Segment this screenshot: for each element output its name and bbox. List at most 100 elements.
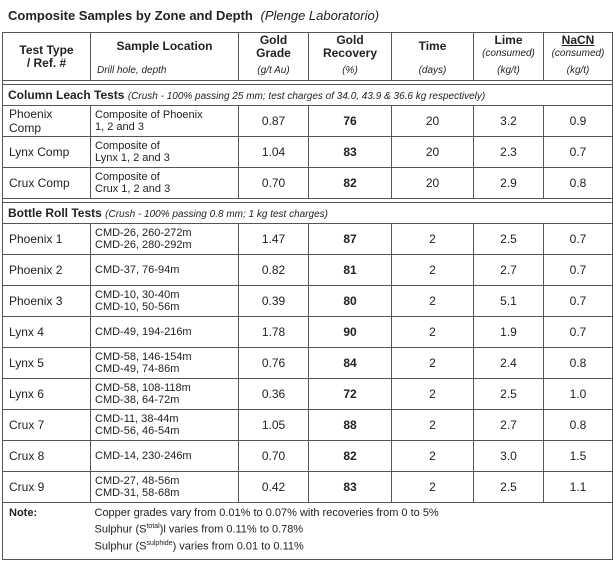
cell-lime: 2.5 [473, 223, 544, 255]
cell-gold-grade: 1.04 [238, 136, 309, 168]
results-table: Test Type / Ref. # Sample Location Gold … [2, 32, 613, 560]
cell-lime: 3.2 [473, 105, 544, 137]
cell-lime: 5.1 [473, 285, 544, 317]
cell-lime: 2.5 [473, 378, 544, 410]
section-crush-note: (Crush - 100% passing 0.8 mm; 1 kg test … [105, 209, 329, 220]
section-header-row: Bottle Roll Tests (Crush - 100% passing … [2, 202, 613, 224]
test-type-line: Lynx 5 [9, 356, 44, 370]
sample-location-line: Lynx 1, 2 and 3 [95, 152, 170, 164]
cell-sample-location: CMD-27, 48-56m CMD-31, 58-68m [90, 471, 239, 503]
cell-gold-grade: 0.82 [238, 254, 309, 286]
cell-nacn: 1.0 [543, 378, 613, 410]
sample-location-line: CMD-56, 46-54m [95, 425, 180, 437]
sample-location-line: CMD-37, 76-94m [95, 264, 180, 276]
table-row: Crux 8 CMD-14, 230-246m 0.70 82 2 3.0 1.5 [2, 440, 613, 472]
cell-sample-location: CMD-49, 194-216m [90, 316, 239, 348]
table-row: Phoenix Comp Composite of Phoenix 1, 2 and … [2, 105, 613, 137]
header-time-unit: (days) [391, 60, 474, 81]
cell-lime: 3.0 [473, 440, 544, 472]
test-type-line: Crux 7 [9, 418, 45, 432]
cell-time: 2 [391, 440, 474, 472]
sample-location-line: CMD-26, 280-292m [95, 239, 192, 251]
cell-sample-location: Composite of Phoenix 1, 2 and 3 [90, 105, 239, 137]
cell-sample-location: CMD-58, 108-118m CMD-38, 64-72m [90, 378, 239, 410]
test-type-line: Crux 9 [9, 480, 45, 494]
cell-sample-location: CMD-11, 38-44m CMD-56, 46-54m [90, 409, 239, 441]
cell-test-type: Crux 9 [2, 471, 91, 503]
section-header: Column Leach Tests (Crush - 100% passing… [2, 84, 613, 106]
cell-sample-location: CMD-10, 30-40m CMD-10, 50-56m [90, 285, 239, 317]
sample-location-line: CMD-31, 58-68m [95, 487, 180, 499]
header-nacn: NaCN (consumed) [543, 32, 613, 60]
sample-location-line: CMD-49, 194-216m [95, 326, 192, 338]
section-title: Bottle Roll Tests [8, 206, 102, 220]
header-units-row: Drill hole, depth (g/t Au) (%) (days) (k… [3, 60, 613, 81]
cell-time: 2 [391, 378, 474, 410]
cell-test-type: Phoenix 2 [2, 254, 91, 286]
cell-time: 2 [391, 471, 474, 503]
note-line2-pre: Sulphur (S [94, 523, 147, 536]
cell-test-type: Crux 7 [2, 409, 91, 441]
header-row: Test Type / Ref. # Sample Location Gold … [2, 32, 613, 81]
cell-nacn: 1.1 [543, 471, 613, 503]
cell-gold-grade: 1.05 [238, 409, 309, 441]
cell-sample-location: Composite of Crux 1, 2 and 3 [90, 167, 239, 199]
cell-nacn: 0.8 [543, 409, 613, 441]
cell-gold-recovery: 76 [308, 105, 392, 137]
table-row: Lynx 5 CMD-58, 146-154m CMD-49, 74-86m 0.76… [2, 347, 613, 379]
cell-nacn: 1.5 [543, 440, 613, 472]
sample-location-line: Composite of Phoenix [95, 109, 203, 121]
header-nacn-line1: NaCN [561, 32, 595, 47]
cell-nacn: 0.9 [543, 105, 613, 137]
cell-gold-recovery: 81 [308, 254, 392, 286]
note-line3-sup: sulphide [146, 539, 173, 547]
cell-gold-recovery: 90 [308, 316, 392, 348]
cell-test-type: Lynx Comp [2, 136, 91, 168]
cell-lime: 2.4 [473, 347, 544, 379]
cell-time: 2 [391, 409, 474, 441]
test-type-line: Lynx 6 [9, 387, 44, 401]
test-type-line: Phoenix 1 [9, 232, 63, 246]
header-gold-grade-line2: Grade [256, 45, 291, 60]
header-nacn-unit: (kg/t) [543, 60, 613, 81]
cell-test-type: Crux 8 [2, 440, 91, 472]
sample-location-line: CMD-10, 30-40m [95, 289, 180, 301]
table-row: Crux 7 CMD-11, 38-44m CMD-56, 46-54m 1.05 88… [2, 409, 613, 441]
cell-lime: 2.7 [473, 254, 544, 286]
cell-lime: 2.5 [473, 471, 544, 503]
table-row: Phoenix 1 CMD-26, 260-272m CMD-26, 280-292… [2, 223, 613, 255]
sample-location-line: CMD-10, 50-56m [95, 301, 180, 313]
cell-gold-recovery: 83 [308, 471, 392, 503]
header-gold-grade-line1: Gold [259, 32, 288, 47]
header-test-type: Test Type / Ref. # [2, 32, 91, 81]
sample-location-line: CMD-58, 146-154m [95, 351, 192, 363]
header-lime-line1: Lime [494, 32, 523, 47]
cell-test-type: Phoenix 3 [2, 285, 91, 317]
cell-lime: 2.3 [473, 136, 544, 168]
cell-gold-grade: 0.42 [238, 471, 309, 503]
header-test-type-line1: Test Type [19, 42, 74, 57]
header-sample-location-sub: Drill hole, depth [90, 60, 239, 81]
title-main: Composite Samples by Zone and Depth [8, 8, 253, 23]
sample-location-line: Composite of [95, 140, 160, 152]
section-title: Column Leach Tests [8, 88, 125, 102]
cell-gold-grade: 0.70 [238, 440, 309, 472]
cell-lime: 1.9 [473, 316, 544, 348]
table-row: Crux Comp Composite of Crux 1, 2 and 3 0.70… [2, 167, 613, 199]
cell-lime: 2.9 [473, 167, 544, 199]
cell-time: 20 [391, 167, 474, 199]
header-gold-grade: Gold Grade [238, 32, 309, 60]
cell-sample-location: Composite of Lynx 1, 2 and 3 [90, 136, 239, 168]
test-type-line: Phoenix 3 [9, 294, 63, 308]
header-gold-recovery-unit: (%) [308, 60, 392, 81]
cell-time: 2 [391, 316, 474, 348]
cell-gold-recovery: 82 [308, 440, 392, 472]
cell-time: 2 [391, 223, 474, 255]
cell-test-type: Lynx 6 [2, 378, 91, 410]
sample-location-line: CMD-26, 260-272m [95, 227, 192, 239]
section-crush-note: (Crush - 100% passing 25 mm; test charge… [127, 91, 486, 102]
table-row: Lynx 4 CMD-49, 194-216m 1.78 90 2 1.9 0.7 [2, 316, 613, 348]
note-line2-sup: total [146, 523, 160, 530]
test-type-line: Crux Comp [9, 176, 70, 190]
cell-gold-recovery: 88 [308, 409, 392, 441]
